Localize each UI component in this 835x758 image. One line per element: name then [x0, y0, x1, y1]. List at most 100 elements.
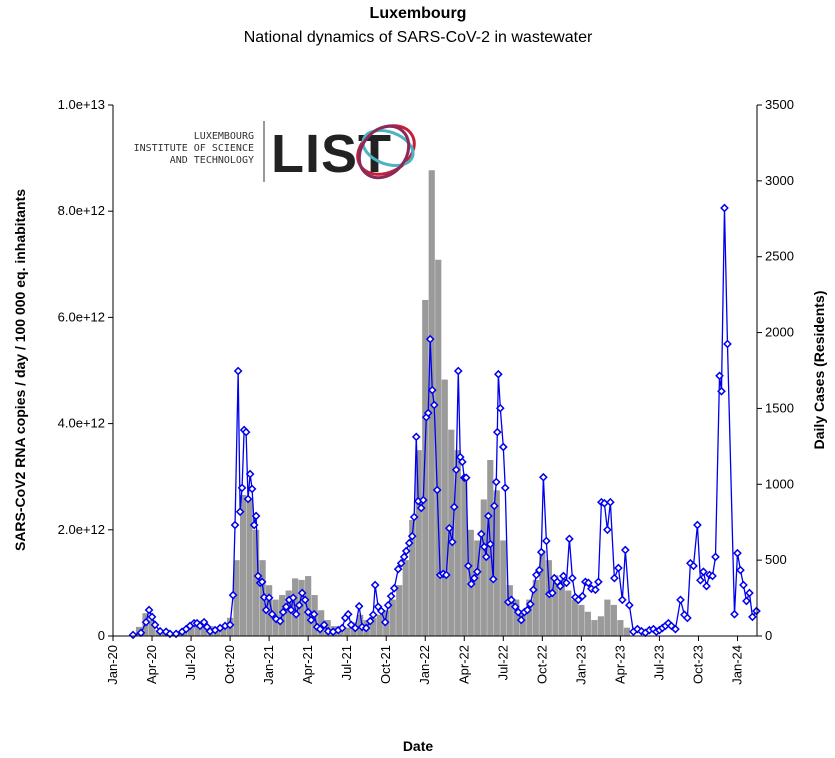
- marker: [278, 607, 288, 617]
- marker: [547, 588, 557, 598]
- y2-tick-label: 500: [765, 552, 787, 567]
- bar: [448, 429, 455, 636]
- marker: [300, 595, 310, 605]
- bar: [461, 479, 468, 636]
- line-series: [128, 203, 761, 640]
- bar: [480, 499, 487, 636]
- bar: [591, 620, 598, 636]
- bar: [389, 599, 396, 636]
- marker: [466, 579, 476, 589]
- marker: [500, 483, 510, 493]
- marker: [281, 602, 291, 612]
- marker: [463, 561, 473, 571]
- bar: [474, 540, 481, 636]
- marker: [245, 469, 255, 479]
- marker: [259, 592, 269, 602]
- x-tick-label: Oct-23: [690, 645, 705, 684]
- marker: [526, 599, 535, 609]
- bar: [552, 575, 559, 636]
- y-tick-label: 6.0e+12: [58, 309, 105, 324]
- marker: [528, 585, 538, 595]
- marker: [693, 520, 702, 530]
- marker: [507, 595, 516, 605]
- axes: 0 2.0e+12 4.0e+12 6.0e+12 8.0e+12 1.0e+13 0 500…: [58, 97, 794, 685]
- bar: [441, 379, 448, 636]
- bar: [220, 625, 227, 636]
- bar: [565, 590, 572, 636]
- marker: [578, 591, 587, 601]
- bar: [428, 170, 435, 637]
- marker: [689, 561, 698, 571]
- marker: [297, 588, 307, 598]
- bar: [578, 604, 585, 636]
- y2-tick-label: 0: [765, 628, 772, 643]
- bar: [337, 629, 344, 636]
- y-tick-label: 2.0e+12: [58, 522, 105, 537]
- x-tick-label: Jul-22: [495, 645, 510, 680]
- marker: [498, 442, 508, 452]
- marker: [365, 616, 375, 626]
- marker: [404, 538, 414, 548]
- marker: [315, 624, 325, 634]
- marker: [534, 565, 544, 575]
- y2-tick-label: 2000: [765, 325, 794, 340]
- marker: [451, 465, 461, 475]
- marker: [614, 563, 623, 573]
- marker: [411, 432, 421, 442]
- marker: [416, 503, 426, 513]
- marker: [606, 497, 615, 507]
- x-tick-label: Jan-24: [729, 645, 744, 685]
- marker: [361, 623, 371, 633]
- bar: [318, 610, 325, 636]
- marker: [444, 523, 454, 533]
- bar: [376, 614, 383, 636]
- y-tick-label: 4.0e+12: [58, 416, 105, 431]
- marker: [711, 552, 720, 562]
- bar: [519, 610, 526, 636]
- bar: [344, 627, 351, 636]
- marker: [536, 547, 546, 557]
- x-axis-label: Date: [403, 738, 434, 754]
- bar: [584, 611, 591, 636]
- bar: [610, 604, 617, 636]
- marker: [676, 595, 685, 605]
- bar: [409, 519, 416, 636]
- marker: [742, 596, 751, 606]
- marker: [542, 536, 551, 546]
- x-tick-label: Oct-22: [534, 645, 549, 684]
- bar-series: [135, 170, 630, 637]
- bar: [148, 620, 156, 636]
- marker: [469, 573, 479, 583]
- x-tick-label: Oct-20: [222, 645, 237, 684]
- x-tick-label: Jul-21: [339, 645, 354, 680]
- marker: [291, 609, 301, 619]
- marker: [574, 595, 583, 605]
- marker: [155, 626, 165, 636]
- marker: [141, 617, 151, 627]
- marker: [199, 617, 209, 627]
- x-tick-label: Apr-21: [300, 645, 315, 684]
- marker: [399, 552, 409, 562]
- marker: [128, 630, 138, 640]
- marker: [736, 565, 745, 575]
- marker: [603, 525, 612, 535]
- marker: [343, 609, 353, 619]
- marker: [425, 334, 435, 344]
- bar: [305, 576, 312, 636]
- marker: [225, 620, 235, 630]
- marker: [247, 484, 257, 494]
- marker: [370, 580, 380, 590]
- chart-subtitle: National dynamics of SARS-CoV-2 in waste…: [244, 29, 593, 46]
- marker: [591, 585, 600, 595]
- marker: [243, 494, 253, 504]
- marker: [748, 612, 757, 622]
- marker: [306, 615, 316, 625]
- bar: [370, 617, 377, 636]
- marker: [441, 570, 451, 580]
- bar: [454, 450, 461, 636]
- marker: [267, 609, 277, 619]
- marker: [241, 427, 251, 437]
- logo: LUXEMBOURG INSTITUTE OF SCIENCE AND TECH…: [134, 121, 416, 184]
- marker: [271, 614, 281, 624]
- logo-line: INSTITUTE OF SCIENCE: [134, 143, 254, 154]
